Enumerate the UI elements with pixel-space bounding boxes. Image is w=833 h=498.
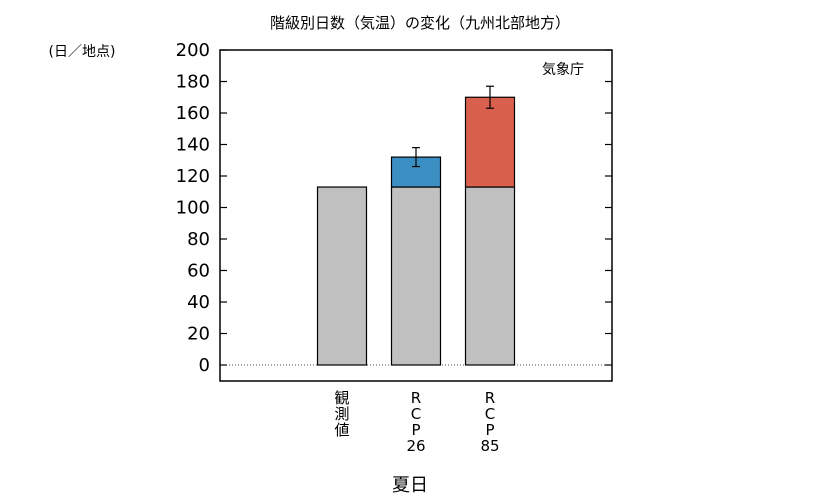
x-category-label-2: C bbox=[485, 405, 495, 423]
y-tick-label: 80 bbox=[187, 229, 210, 250]
x-category-label-1: 26 bbox=[406, 437, 425, 455]
source-label: 気象庁 bbox=[542, 62, 584, 78]
y-tick-label: 120 bbox=[176, 166, 210, 187]
bar-increase-2 bbox=[464, 96, 516, 188]
bar-base-0 bbox=[316, 186, 368, 366]
y-tick-label: 200 bbox=[176, 40, 210, 61]
x-category-label-2: 85 bbox=[480, 437, 499, 455]
x-category-label-0: 値 bbox=[334, 421, 349, 439]
y-axis-unit-label: (日／地点) bbox=[49, 44, 116, 60]
y-tick-label: 180 bbox=[176, 72, 210, 93]
x-category-label-0: 測 bbox=[334, 405, 349, 423]
y-tick-label: 0 bbox=[199, 355, 210, 376]
x-category-label-1: R bbox=[411, 389, 421, 407]
y-tick-label: 20 bbox=[187, 324, 210, 345]
chart-title: 階級別日数（気温）の変化（九州北部地方） bbox=[270, 14, 570, 32]
x-category-label-1: C bbox=[411, 405, 421, 423]
bar-base-2 bbox=[464, 186, 516, 366]
x-category-label-2: P bbox=[485, 421, 494, 439]
y-tick-label: 60 bbox=[187, 261, 210, 282]
x-category-label-0: 観 bbox=[334, 389, 349, 407]
y-tick-label: 140 bbox=[176, 135, 210, 156]
y-tick-label: 100 bbox=[176, 198, 210, 219]
plot-area-frame bbox=[219, 49, 613, 382]
x-category-label-1: P bbox=[411, 421, 420, 439]
y-tick-label: 160 bbox=[176, 103, 210, 124]
x-category-label-2: R bbox=[485, 389, 495, 407]
y-tick-label: 40 bbox=[187, 292, 210, 313]
bar-base-1 bbox=[390, 186, 442, 366]
x-axis-label: 夏日 bbox=[392, 475, 428, 496]
